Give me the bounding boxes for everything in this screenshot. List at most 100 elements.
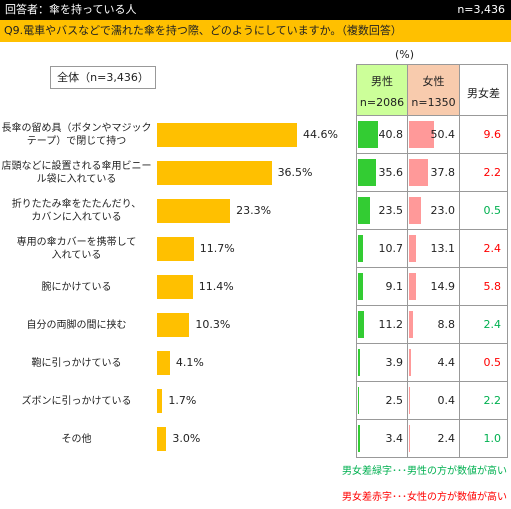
male-value: 35.6 [378, 166, 404, 179]
female-cell: 14.9 [408, 268, 460, 306]
category-label-line: 店頭などに設置される傘用ビニー [1, 161, 152, 172]
category-label: ズボンに引っかけている [0, 395, 153, 408]
question-text: Q9.電車やバスなどで濡れた傘を持つ際、どのようにしていますか。（複数回答） [0, 20, 511, 42]
note-red: 男女差赤字･･･女性の方が数値が高い [342, 492, 507, 503]
category-label: 店頭などに設置される傘用ビニー ル袋に入れている [0, 160, 153, 186]
diff-cell: 0.5 [460, 344, 508, 382]
chart-legend: 全体（n=3,436） [50, 66, 156, 89]
female-bar [409, 197, 421, 224]
male-value: 11.2 [378, 318, 404, 331]
diff-column-header: 男女差 [460, 64, 508, 116]
female-cell: 8.8 [408, 306, 460, 344]
female-value: 4.4 [437, 356, 456, 369]
female-cell: 50.4 [408, 116, 460, 154]
female-value: 8.8 [437, 318, 456, 331]
male-header-label: 男性 [371, 75, 393, 88]
male-bar [358, 425, 360, 452]
bar-value-label: 10.3% [195, 318, 231, 331]
diff-value: 5.8 [483, 280, 502, 293]
male-value: 3.9 [385, 356, 404, 369]
respondent-label: 回答者：傘を持っている人 [5, 3, 137, 16]
diff-cell: 9.6 [460, 116, 508, 154]
male-bar [358, 349, 360, 376]
male-value: 3.4 [385, 432, 404, 445]
male-value: 2.5 [385, 394, 404, 407]
category-label: その他 [0, 433, 153, 446]
male-bar [358, 387, 360, 414]
female-value: 37.8 [430, 166, 456, 179]
female-value: 14.9 [430, 280, 456, 293]
diff-cell: 5.8 [460, 268, 508, 306]
bar [157, 237, 194, 261]
female-cell: 4.4 [408, 344, 460, 382]
bar [157, 427, 167, 451]
bar [157, 389, 163, 413]
bar [157, 199, 231, 223]
diff-value: 0.5 [483, 204, 502, 217]
male-value: 9.1 [385, 280, 404, 293]
female-cell: 13.1 [408, 230, 460, 268]
category-label: 折りたたみ傘をたたんだり、 カバンに入れている [0, 198, 153, 224]
bar [157, 161, 272, 185]
male-value: 40.8 [378, 128, 404, 141]
category-label-line: カバンに入れている [31, 212, 122, 223]
diff-value: 2.2 [483, 166, 502, 179]
bar-value-label: 36.5% [277, 166, 313, 179]
female-bar [409, 349, 412, 376]
male-cell: 11.2 [356, 306, 408, 344]
female-bar [409, 273, 417, 300]
male-cell: 9.1 [356, 268, 408, 306]
diff-value: 9.6 [483, 128, 502, 141]
female-value: 13.1 [430, 242, 456, 255]
female-value: 50.4 [430, 128, 456, 141]
diff-cell: 2.4 [460, 230, 508, 268]
male-bar [358, 159, 376, 186]
category-label: 専用の傘カバーを携帯して 入れている [0, 236, 153, 262]
female-cell: 0.4 [408, 382, 460, 420]
bar-value-label: 3.0% [172, 432, 201, 445]
female-bar [409, 425, 411, 452]
bar [157, 351, 170, 375]
bar [157, 123, 297, 147]
category-label-line: ル袋に入れている [36, 174, 117, 185]
header-bar: 回答者：傘を持っている人 n=3,436 [0, 0, 511, 20]
female-cell: 37.8 [408, 154, 460, 192]
male-cell: 2.5 [356, 382, 408, 420]
male-bar [358, 197, 370, 224]
category-label: 自分の両脚の間に挟む [0, 319, 153, 332]
diff-value: 0.5 [483, 356, 502, 369]
category-label: 鞄に引っかけている [0, 357, 153, 370]
total-n-label: n=3,436 [457, 3, 505, 16]
diff-value: 2.4 [483, 318, 502, 331]
male-bar [358, 121, 379, 148]
female-bar [409, 159, 428, 186]
female-value: 2.4 [437, 432, 456, 445]
category-label-line: 腕にかけている [41, 281, 112, 293]
diff-cell: 2.4 [460, 306, 508, 344]
male-bar [358, 235, 364, 262]
female-value: 0.4 [437, 394, 456, 407]
diff-cell: 1.0 [460, 420, 508, 458]
female-cell: 23.0 [408, 192, 460, 230]
category-label-line: 自分の両脚の間に挟む [26, 319, 127, 331]
male-cell: 40.8 [356, 116, 408, 154]
male-cell: 3.9 [356, 344, 408, 382]
male-bar [358, 273, 363, 300]
male-cell: 10.7 [356, 230, 408, 268]
female-cell: 2.4 [408, 420, 460, 458]
category-label: 長傘の留め具（ボタンやマジック テープ）で閉じて持つ [0, 122, 153, 148]
female-bar [409, 311, 414, 338]
female-header-label: 女性 [422, 75, 445, 88]
category-label-line: 折りたたみ傘をたたんだり、 [11, 199, 142, 210]
category-label: 腕にかけている [0, 281, 153, 294]
category-label-line: 専用の傘カバーを携帯して [16, 237, 137, 248]
bar-value-label: 11.7% [199, 242, 235, 255]
diff-cell: 0.5 [460, 192, 508, 230]
bar [157, 313, 190, 337]
bar-value-label: 23.3% [236, 204, 272, 217]
unit-label: (%) [395, 48, 415, 61]
category-label-line: その他 [61, 433, 92, 445]
bar-value-label: 11.4% [198, 280, 234, 293]
male-cell: 3.4 [356, 420, 408, 458]
note-green: 男女差緑字･･･男性の方が数値が高い [342, 466, 507, 477]
